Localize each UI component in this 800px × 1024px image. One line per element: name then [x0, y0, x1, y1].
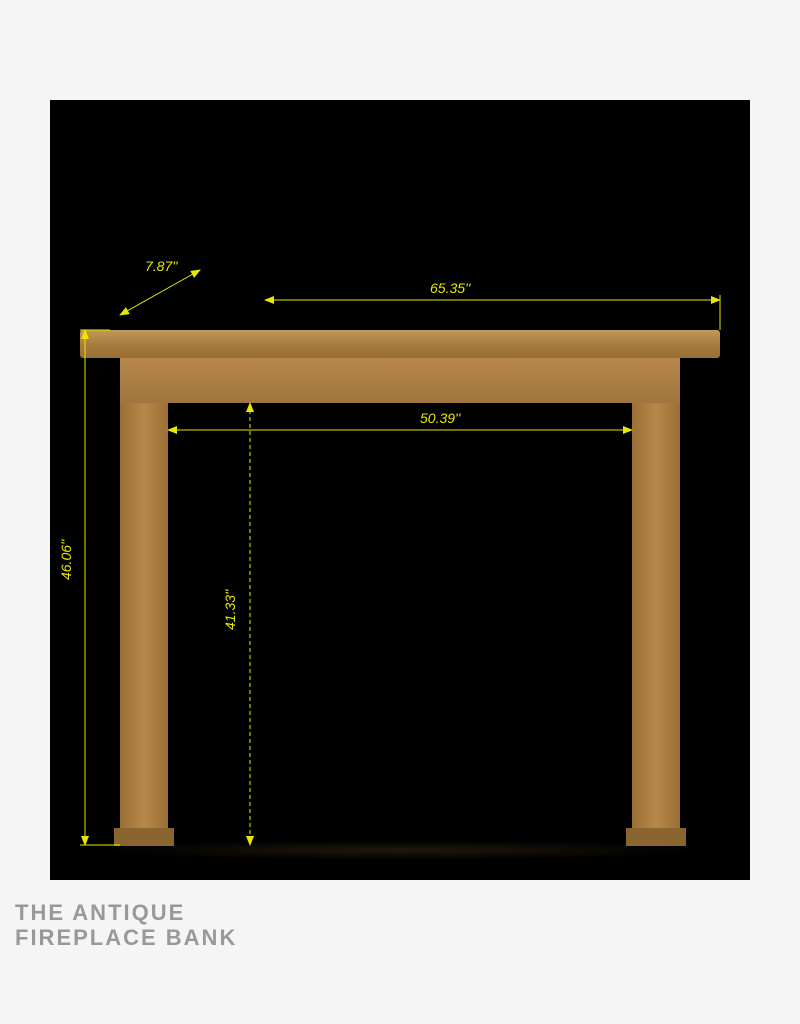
- dim-depth: 7.87'': [145, 258, 178, 274]
- dim-height-outer: 46.06'': [58, 540, 74, 580]
- watermark-line2: FIREPLACE BANK: [15, 925, 237, 951]
- dim-height-inner: 41.33'': [222, 590, 238, 630]
- dimension-overlay: [50, 100, 750, 880]
- watermark-line1: THE ANTIQUE: [15, 900, 185, 926]
- dim-width-top: 65.35'': [430, 280, 470, 296]
- product-image-area: 65.35'' 7.87'' 50.39'' 46.06'' 41.33'': [50, 100, 750, 880]
- dim-width-inner: 50.39'': [420, 410, 460, 426]
